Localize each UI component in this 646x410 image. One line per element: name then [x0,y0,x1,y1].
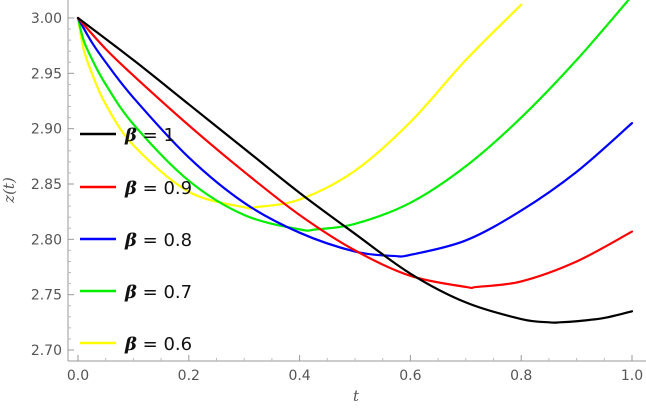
legend-beta-symbol: β [124,125,137,146]
tick-marks [68,17,633,361]
legend-item: β = 0.8 [80,230,192,251]
series-line-1 [76,16,634,324]
legend-item: β = 0.6 [80,334,192,355]
axes [67,0,646,362]
y-tick-label: 2.70 [31,343,62,359]
series-line-0.6 [76,3,523,210]
legend-value: = 1 [137,125,175,146]
legend-label: β = 1 [124,125,175,146]
legend-value: = 0.7 [137,282,192,303]
y-axis-label: z(t) [0,177,18,204]
legend-label: β = 0.9 [124,178,192,199]
series-line-0.7 [76,0,630,232]
x-axis-label: t [353,387,360,405]
plot-lines [76,0,634,324]
x-tick-label: 0.0 [67,368,89,384]
legend-label: β = 0.8 [124,230,192,251]
series-line-0.9 [76,16,634,290]
legend-label: β = 0.7 [124,282,192,303]
legend-value: = 0.8 [137,230,192,251]
legend-value: = 0.6 [137,334,192,355]
x-tick-label: 0.4 [288,368,310,384]
legend-beta-symbol: β [124,334,137,355]
x-tick-label: 0.8 [510,368,532,384]
series-line-0.8 [76,16,634,258]
legend-beta-symbol: β [124,282,137,303]
y-tick-label: 3.00 [31,11,62,27]
y-tick-label: 2.90 [31,122,62,138]
y-tick-label: 2.75 [31,288,62,304]
legend: β = 1β = 0.9β = 0.8β = 0.7β = 0.6 [80,125,192,355]
legend-item: β = 0.9 [80,178,192,199]
y-tick-label: 2.95 [31,66,62,82]
legend-value: = 0.9 [137,178,192,199]
x-tick-label: 0.6 [399,368,421,384]
legend-label: β = 0.6 [124,334,192,355]
legend-beta-symbol: β [124,178,137,199]
legend-item: β = 1 [80,125,175,146]
y-tick-label: 2.80 [31,232,62,248]
legend-item: β = 0.7 [80,282,192,303]
y-tick-label: 2.85 [31,177,62,193]
x-tick-label: 1.0 [621,368,643,384]
legend-beta-symbol: β [124,230,137,251]
x-tick-label: 0.2 [178,368,200,384]
tick-labels: 0.0 0.2 0.4 0.6 0.8 1.0 2.70 2.75 2.80 2.85 2.90 2.… [31,11,643,384]
